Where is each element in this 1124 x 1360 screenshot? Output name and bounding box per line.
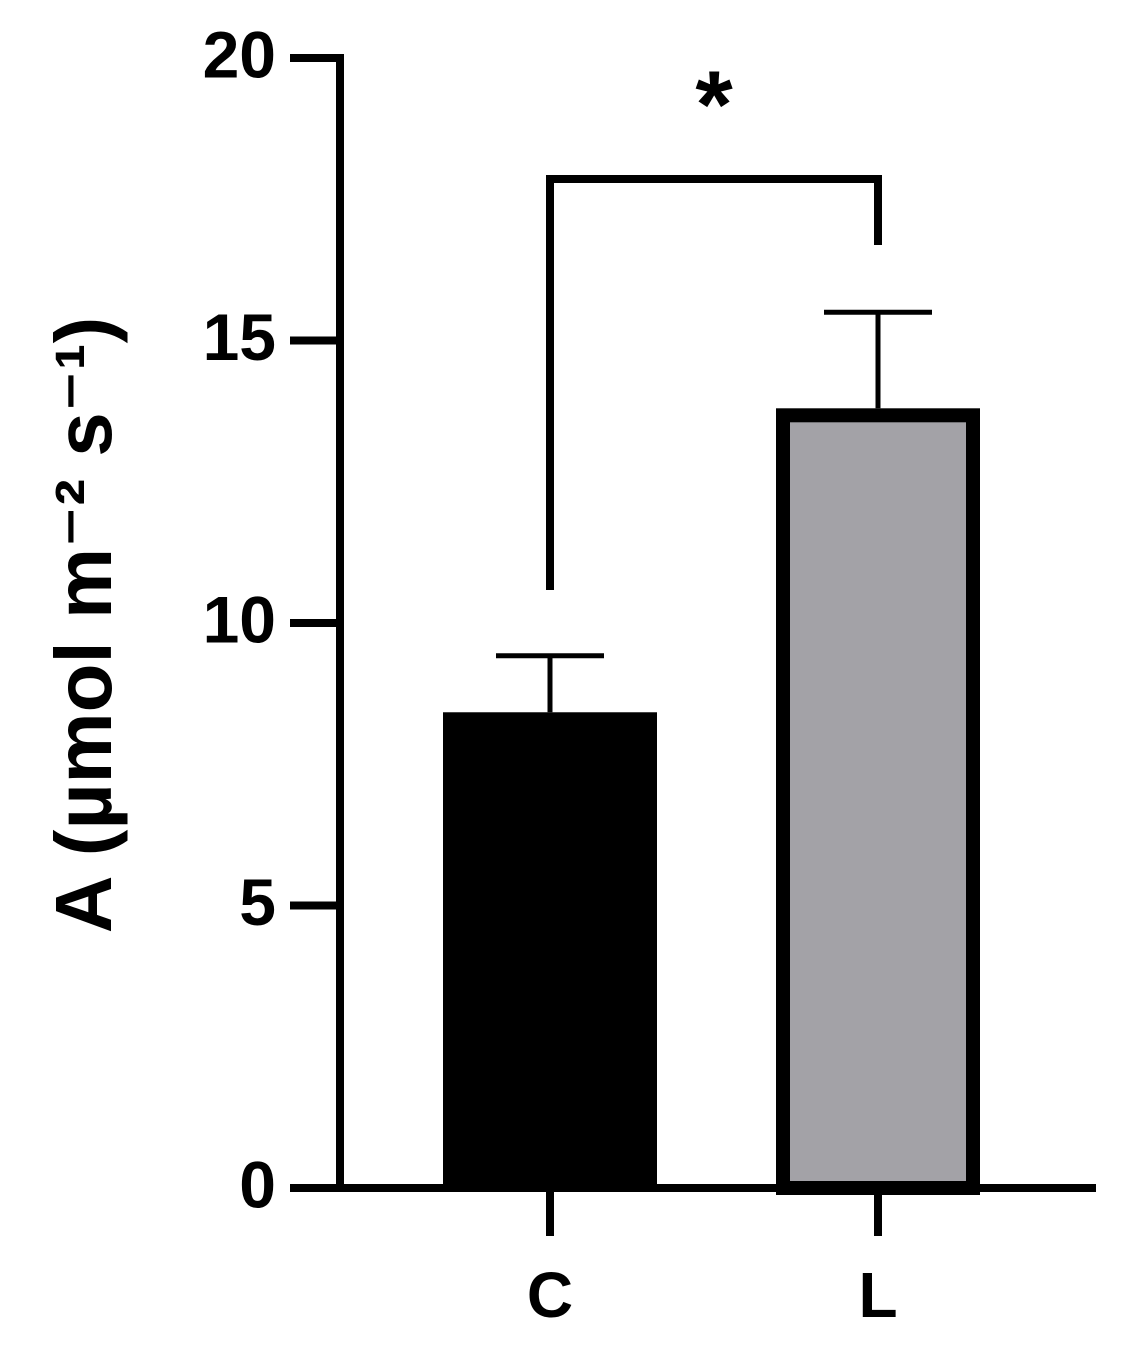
bar <box>443 712 657 1188</box>
y-tick-label: 5 <box>239 865 276 939</box>
bar <box>776 408 980 1195</box>
y-tick-label: 20 <box>203 17 276 91</box>
x-tick-label: C <box>527 1259 573 1331</box>
y-tick-label: 10 <box>203 582 276 656</box>
y-axis-label: A (µmol m⁻² s⁻¹) <box>39 317 128 933</box>
significance-bracket <box>546 175 882 590</box>
x-tick-label: L <box>858 1259 897 1331</box>
error-bar <box>496 653 604 713</box>
significance-label: * <box>695 51 733 158</box>
y-tick-label: 15 <box>203 300 276 374</box>
error-bar <box>824 309 932 409</box>
y-tick-label: 0 <box>239 1147 276 1221</box>
